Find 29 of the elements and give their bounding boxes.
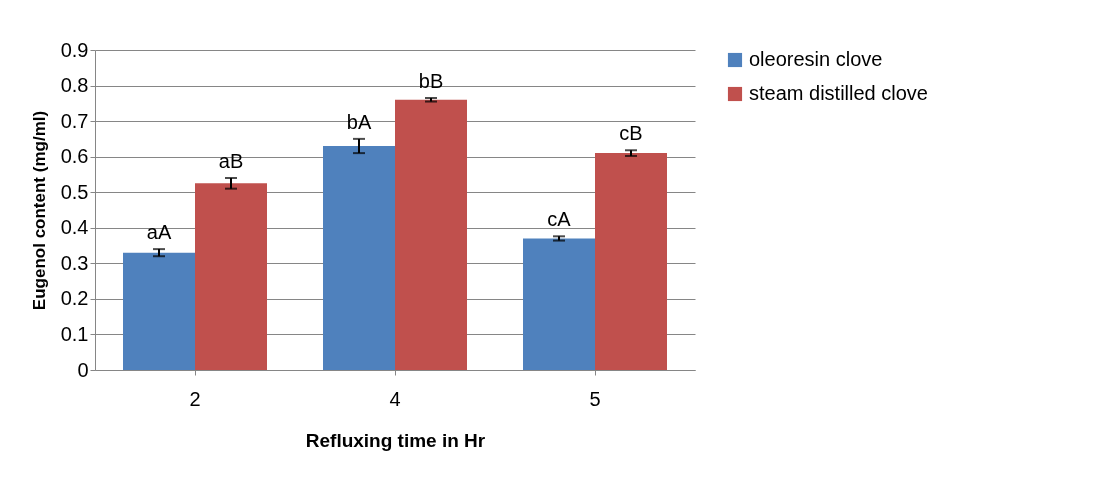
- y-tick-label: 0.5: [60, 180, 89, 203]
- bar: [323, 146, 395, 370]
- y-tick-label: 0.9: [60, 38, 89, 61]
- x-tick-label: 5: [589, 387, 601, 410]
- data-label: aA: [146, 221, 172, 244]
- legend-label: oleoresin clove: [749, 48, 883, 70]
- data-label: cB: [619, 122, 643, 145]
- legend-label: steam distilled clove: [749, 82, 928, 104]
- data-label: bA: [346, 110, 372, 133]
- y-tick-label: 0.4: [60, 216, 89, 239]
- bar: [395, 99, 467, 370]
- bar: [595, 153, 667, 370]
- data-label: cA: [547, 208, 572, 231]
- y-tick-label: 0.7: [60, 109, 89, 132]
- data-label: bB: [418, 70, 444, 92]
- bar: [195, 183, 267, 370]
- x-tick-label: 2: [189, 387, 201, 410]
- data-label: aB: [218, 150, 244, 172]
- bar: [523, 238, 595, 370]
- x-tick-label: 4: [389, 387, 401, 410]
- y-tick-label: 0.8: [60, 74, 89, 97]
- bar: [123, 252, 195, 370]
- y-tick-label: 0.2: [60, 287, 89, 310]
- y-tick-label: 0.6: [60, 145, 89, 168]
- y-tick-label: 0.1: [60, 322, 89, 345]
- x-axis-title: Refluxing time in Hr: [305, 429, 486, 451]
- y-axis-title: Eugenol content (mg/ml): [29, 110, 49, 311]
- y-tick-label: 0.3: [60, 251, 89, 274]
- y-tick-label: 0: [77, 358, 89, 381]
